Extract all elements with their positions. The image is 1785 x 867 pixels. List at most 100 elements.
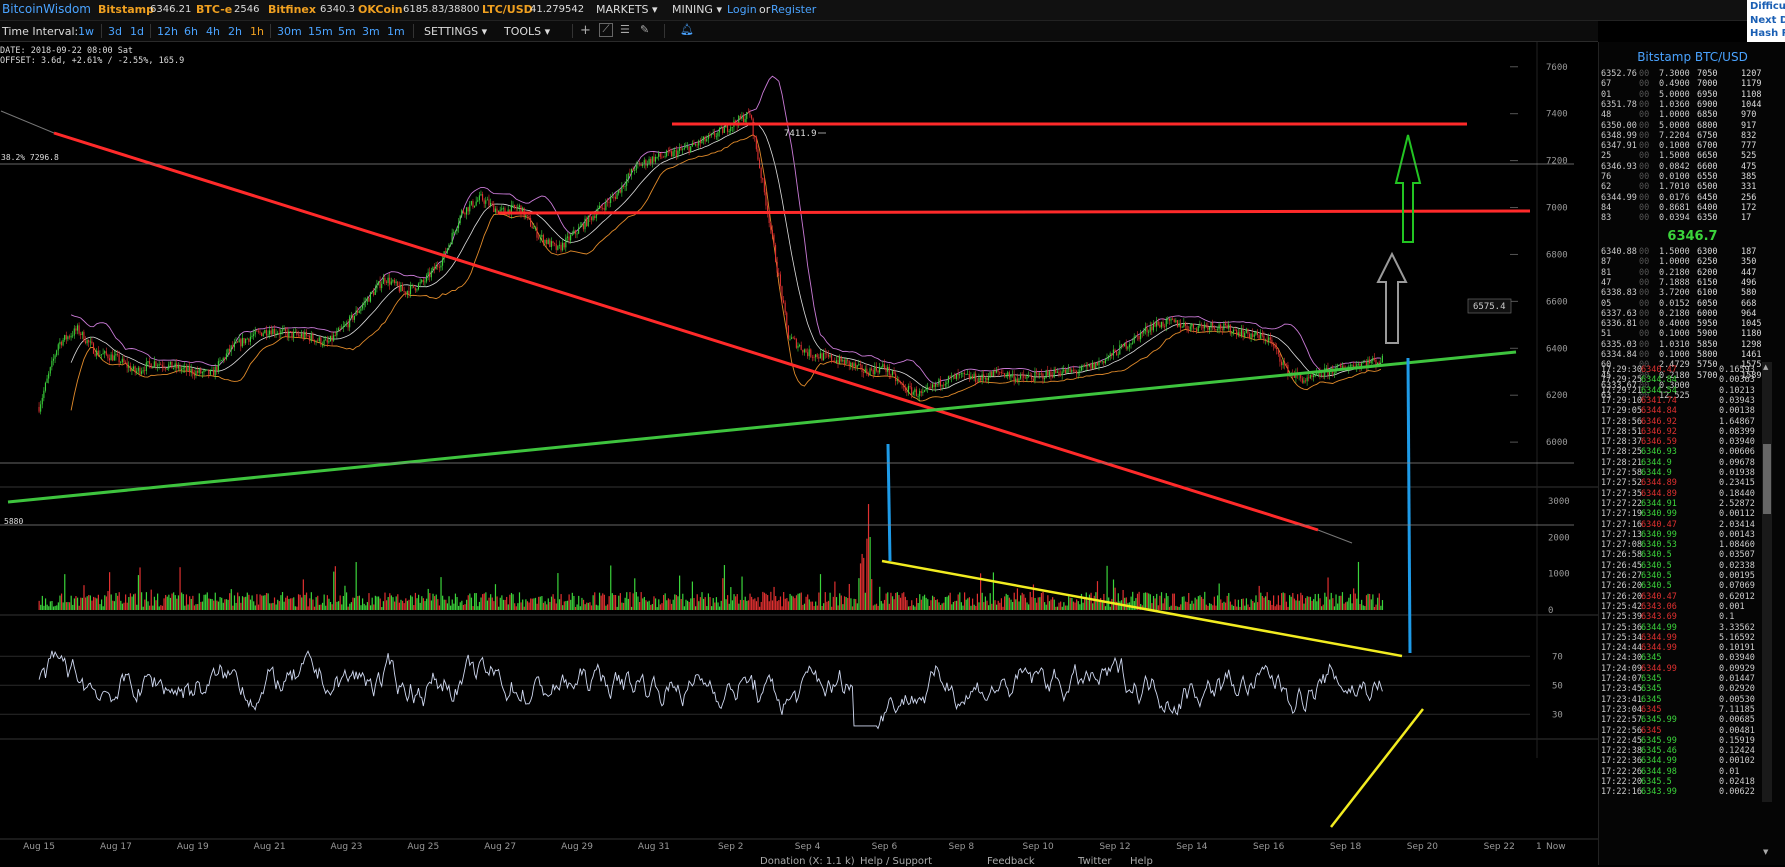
candle-body bbox=[555, 243, 557, 250]
candle-body bbox=[800, 344, 802, 350]
exchange-name[interactable]: LTC/USD bbox=[482, 3, 533, 16]
footer-link[interactable]: Help bbox=[1130, 856, 1153, 867]
axis-labels: 7600740072007000680066006400620060003000… bbox=[23, 63, 1570, 852]
candle-body bbox=[602, 207, 604, 209]
volume-bar bbox=[51, 600, 53, 610]
footer-link[interactable]: Twitter bbox=[1078, 856, 1112, 867]
interval-2h[interactable]: 2h bbox=[228, 25, 242, 38]
interval-6h[interactable]: 6h bbox=[184, 25, 198, 38]
scroll-up-icon[interactable]: ▲ bbox=[1763, 363, 1769, 371]
volume-bar bbox=[827, 600, 830, 610]
candle-body bbox=[1282, 362, 1284, 366]
volume-bar bbox=[763, 592, 766, 610]
candle-body bbox=[1245, 328, 1247, 334]
interval-30m[interactable]: 30m bbox=[277, 25, 302, 38]
exchange-name[interactable]: BTC-e bbox=[196, 3, 233, 16]
pen-tool-icon[interactable]: ✎ bbox=[640, 23, 650, 36]
volume-bar bbox=[1008, 597, 1011, 610]
tools-menu[interactable]: TOOLS ▾ bbox=[504, 25, 550, 38]
mining-menu[interactable]: MINING ▾ bbox=[672, 3, 722, 16]
orderbook-cell: 0.1000 bbox=[1659, 350, 1690, 360]
orderbook-cell: 6300 bbox=[1697, 247, 1718, 257]
candle-body bbox=[1293, 375, 1295, 378]
volume-bar bbox=[538, 596, 540, 610]
exchange-name[interactable]: Bitfinex bbox=[268, 3, 316, 16]
candle-body bbox=[1069, 368, 1071, 372]
candle-body bbox=[874, 366, 876, 375]
candle-body bbox=[269, 330, 271, 335]
interval-12h[interactable]: 12h bbox=[157, 25, 178, 38]
candle-body bbox=[574, 230, 576, 234]
interval-1w[interactable]: 1w bbox=[78, 25, 94, 38]
fib-lines-icon[interactable]: ☰ bbox=[620, 23, 630, 36]
volume-bar bbox=[1348, 597, 1350, 610]
volume-bar bbox=[980, 573, 982, 610]
trade-cell: 17:23:04 bbox=[1601, 704, 1642, 715]
interval-1d[interactable]: 1d bbox=[130, 25, 144, 38]
settings-menu[interactable]: SETTINGS ▾ bbox=[424, 25, 487, 38]
chart-area[interactable]: 7600740072007000680066006400620060003000… bbox=[0, 42, 1598, 856]
volume-bar bbox=[137, 575, 140, 610]
volume-bar bbox=[496, 596, 498, 610]
volume-bar bbox=[864, 592, 866, 610]
volume-bar bbox=[743, 600, 745, 610]
interval-15m[interactable]: 15m bbox=[308, 25, 333, 38]
orderbook-cell: 1.0000 bbox=[1659, 257, 1690, 268]
interval-3m[interactable]: 3m bbox=[362, 25, 380, 38]
price-candles bbox=[38, 108, 1383, 415]
trade-row: 17:27:08 6340.53 1.08460 bbox=[1601, 540, 1771, 550]
candle-body bbox=[198, 369, 200, 373]
draw-line-icon[interactable]: ⟋ bbox=[599, 23, 613, 37]
volume-bar bbox=[232, 605, 234, 610]
interval-5m[interactable]: 5m bbox=[338, 25, 356, 38]
candle-body bbox=[264, 329, 266, 334]
candle-body bbox=[762, 178, 764, 180]
candle-body bbox=[41, 397, 43, 405]
trades-scrollbar[interactable] bbox=[1762, 362, 1772, 802]
candle-body bbox=[976, 381, 978, 383]
markets-menu[interactable]: MARKETS ▾ bbox=[596, 3, 658, 16]
volume-bar bbox=[1047, 595, 1049, 610]
exchange-name[interactable]: OKCoin bbox=[358, 3, 403, 16]
scrollbar-thumb[interactable] bbox=[1763, 444, 1771, 514]
candle-body bbox=[1074, 370, 1076, 372]
login-link[interactable]: Login bbox=[727, 3, 757, 16]
candle-body bbox=[382, 277, 384, 284]
candle-body bbox=[1160, 322, 1162, 328]
footer-link[interactable]: Feedback bbox=[987, 856, 1035, 867]
volume-bar bbox=[1327, 577, 1329, 610]
interval-4h[interactable]: 4h bbox=[206, 25, 220, 38]
trade-row: 17:22:38 6345.46 0.12424 bbox=[1601, 746, 1771, 756]
candle-body bbox=[571, 233, 573, 236]
footer-link[interactable]: Donation (X: 1.1 k) bbox=[760, 856, 855, 867]
interval-1m[interactable]: 1m bbox=[387, 25, 405, 38]
candle-body bbox=[339, 328, 341, 330]
orderbook-cell: 00 bbox=[1639, 69, 1650, 79]
orderbook-cell: 0.3000 bbox=[1659, 380, 1690, 391]
volume-bar bbox=[904, 596, 906, 610]
candle-body bbox=[1184, 323, 1187, 326]
volume-bar bbox=[1313, 599, 1315, 610]
volume-bar bbox=[1077, 601, 1079, 610]
volume-bar bbox=[493, 601, 495, 610]
volume-bar bbox=[1292, 592, 1294, 610]
volume-bar bbox=[235, 602, 237, 610]
candle-body bbox=[1269, 337, 1271, 340]
footer-link[interactable]: Help / Support bbox=[860, 856, 933, 867]
interval-3d[interactable]: 3d bbox=[108, 25, 122, 38]
exchange-name[interactable]: Bitstamp bbox=[98, 3, 154, 16]
candle-body bbox=[1237, 332, 1239, 336]
register-link[interactable]: Register bbox=[771, 3, 817, 16]
candle-body bbox=[1266, 339, 1268, 342]
alert-bell-icon[interactable]: 🔔︎ bbox=[680, 23, 694, 36]
brand-logo[interactable]: BitcoinWisdom bbox=[2, 2, 91, 16]
scroll-down-icon[interactable]: ▼ bbox=[1763, 848, 1769, 856]
orderbook-title[interactable]: Bitstamp BTC/USD bbox=[1637, 50, 1748, 64]
candle-body bbox=[325, 339, 327, 341]
volume-bar bbox=[1173, 593, 1175, 610]
volume-bar bbox=[328, 598, 330, 610]
interval-1h[interactable]: 1h bbox=[250, 25, 264, 38]
price-axis-label: 6200 bbox=[1546, 391, 1568, 401]
candle-body bbox=[185, 366, 187, 371]
crosshair-icon[interactable]: + bbox=[580, 23, 591, 38]
